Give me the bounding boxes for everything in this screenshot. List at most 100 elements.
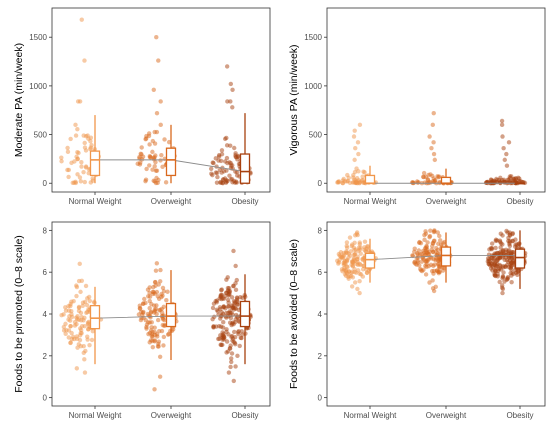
- data-point: [509, 279, 514, 285]
- box-plot-2: [514, 182, 526, 185]
- data-point: [427, 234, 432, 240]
- data-point: [73, 133, 79, 138]
- data-point: [151, 284, 156, 290]
- data-point: [77, 99, 83, 104]
- data-point: [352, 128, 357, 133]
- data-point: [152, 332, 158, 338]
- data-point: [493, 273, 498, 279]
- data-point: [65, 145, 70, 151]
- data-point: [345, 172, 350, 178]
- data-point: [159, 294, 164, 300]
- y-tick-label: 2: [318, 352, 323, 361]
- data-point: [165, 332, 171, 337]
- data-point: [355, 286, 360, 292]
- data-point: [489, 255, 494, 261]
- data-point: [152, 155, 157, 160]
- data-point: [503, 264, 508, 269]
- x-tick-label: Normal Weight: [344, 411, 398, 420]
- data-point: [500, 274, 506, 279]
- data-point: [70, 334, 76, 340]
- data-point: [510, 270, 515, 275]
- data-point: [228, 364, 233, 370]
- y-axis-title: Foods to be avoided (0–8 scale): [288, 239, 300, 389]
- data-point: [498, 175, 503, 181]
- panel-vigorous-pa: 0 500 1000 1500 Vigorous PA (min/week) Normal…: [288, 7, 546, 206]
- data-point: [139, 145, 144, 150]
- data-point: [148, 310, 154, 315]
- data-point: [357, 271, 362, 276]
- data-point: [214, 324, 219, 329]
- data-point: [79, 164, 84, 169]
- data-point: [79, 330, 84, 336]
- data-point: [89, 337, 95, 343]
- data-point: [494, 177, 500, 183]
- data-point: [84, 302, 90, 308]
- data-point: [431, 249, 436, 255]
- data-point: [154, 311, 159, 317]
- box: [364, 174, 376, 184]
- data-point: [224, 64, 230, 69]
- y-tick-label: 6: [318, 268, 323, 277]
- data-point: [222, 159, 228, 164]
- data-point: [210, 316, 215, 322]
- data-point: [412, 246, 417, 251]
- box-plot-0: [364, 238, 376, 283]
- data-point: [152, 164, 157, 169]
- data-point: [79, 17, 84, 22]
- data-point: [337, 253, 342, 258]
- data-point: [166, 139, 172, 145]
- data-point: [138, 151, 143, 156]
- data-point: [147, 155, 153, 160]
- y-tick-label: 1500: [29, 33, 47, 42]
- data-point: [76, 278, 82, 284]
- panel-foods-promoted: 0 2 4 6 8 Foods to be promoted (0–8 scale) Nor…: [13, 221, 271, 420]
- data-point: [433, 284, 438, 290]
- data-point: [491, 259, 496, 264]
- data-point: [156, 58, 161, 63]
- data-point: [423, 246, 429, 251]
- data-point: [485, 256, 491, 261]
- data-point: [487, 247, 492, 252]
- data-point: [82, 58, 87, 63]
- data-point: [229, 295, 235, 300]
- data-point: [77, 261, 82, 267]
- data-point: [82, 145, 88, 150]
- y-tick-label: 1000: [29, 82, 47, 91]
- x-tick-label: Normal Weight: [344, 197, 398, 206]
- data-point: [350, 260, 355, 265]
- data-point: [226, 332, 231, 337]
- data-point: [160, 285, 166, 291]
- data-point: [437, 233, 442, 239]
- data-point: [154, 35, 159, 40]
- data-point: [82, 299, 88, 305]
- data-point: [352, 157, 357, 163]
- y-tick-label: 500: [34, 131, 48, 140]
- data-point: [152, 387, 157, 392]
- data-point: [422, 237, 427, 243]
- data-point: [158, 158, 163, 163]
- box-plot-1: [165, 270, 177, 360]
- data-point: [239, 329, 244, 334]
- data-point: [219, 287, 224, 293]
- data-point: [510, 231, 515, 237]
- data-point: [82, 179, 88, 185]
- data-point: [425, 240, 430, 245]
- data-point: [81, 133, 86, 138]
- data-point: [221, 177, 226, 182]
- data-point: [215, 174, 220, 180]
- data-point: [81, 169, 86, 175]
- data-point: [236, 332, 241, 337]
- data-point: [76, 305, 82, 311]
- y-axis-title: Moderate PA (min/week): [13, 43, 25, 157]
- point-cloud-1: [135, 35, 177, 186]
- y-tick-label: 0: [318, 394, 323, 403]
- data-point: [357, 122, 363, 128]
- data-point: [150, 344, 156, 350]
- data-point: [229, 322, 234, 328]
- y-tick-label: 4: [318, 310, 323, 319]
- data-point: [150, 167, 155, 172]
- data-point: [143, 136, 149, 141]
- data-point: [419, 251, 424, 257]
- data-point: [501, 270, 506, 275]
- data-point: [502, 252, 507, 257]
